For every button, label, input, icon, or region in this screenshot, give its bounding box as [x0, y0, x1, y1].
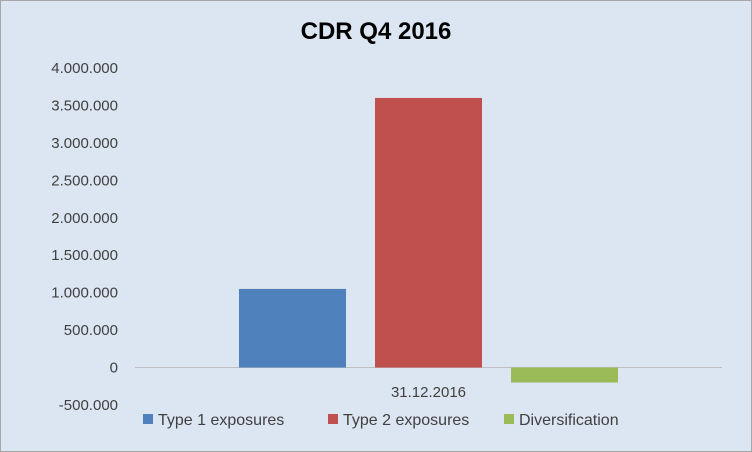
legend-label: Type 2 exposures	[343, 412, 469, 429]
chart-title: CDR Q4 2016	[300, 18, 452, 45]
x-category-label: 31.12.2016	[391, 384, 466, 401]
y-tick-label: 500.000	[64, 322, 118, 339]
y-tick-label: 4.000.000	[51, 60, 118, 77]
y-tick-label: 1.500.000	[51, 247, 118, 264]
legend-label: Diversification	[519, 412, 619, 429]
bar-diversification	[511, 367, 618, 383]
legend-swatch	[504, 414, 514, 424]
legend-swatch	[328, 414, 338, 424]
y-tick-label: 2.000.000	[51, 210, 118, 227]
legend-label: Type 1 exposures	[158, 412, 284, 429]
y-tick-label: 3.500.000	[51, 97, 118, 114]
bar-type-2-exposures	[375, 97, 482, 368]
y-tick-label: 1.000.000	[51, 285, 118, 302]
y-tick-label: 3.000.000	[51, 135, 118, 152]
legend-swatch	[143, 414, 153, 424]
bar-type-1-exposures	[239, 288, 346, 368]
y-tick-label: -500.000	[59, 397, 118, 414]
y-tick-label: 0	[110, 360, 118, 377]
y-tick-label: 2.500.000	[51, 172, 118, 189]
